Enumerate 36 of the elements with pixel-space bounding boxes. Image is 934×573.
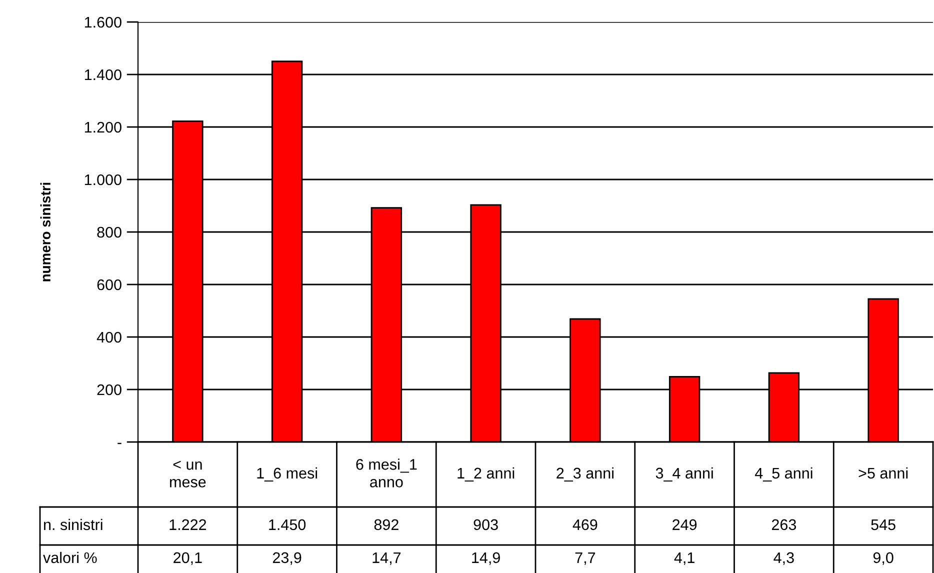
y-tick-label: - [118, 442, 122, 444]
text: 20,1 [174, 552, 202, 565]
text: 14,7 [372, 552, 401, 565]
data-label: 1.450 [269, 519, 306, 530]
x-tick-label: 1_2 anni [458, 467, 514, 482]
text: 23,9 [272, 552, 302, 565]
x-tick-label: < un mese [170, 460, 206, 488]
y-tick-label: 1.600 [84, 16, 122, 28]
y-tick-label: 200 [97, 384, 122, 396]
text: 4,3 [774, 552, 794, 565]
y-tick-label: 400 [96, 332, 122, 343]
text: 7,7 [575, 552, 596, 565]
x-tick-label: 6 mesi_1 anno [356, 458, 417, 488]
data-label: 249 [672, 519, 697, 530]
x-tick-label: 2_3 anni [556, 467, 614, 482]
y-tick-label: 1.400 [84, 69, 122, 80]
data-label: 545 [871, 519, 896, 530]
data-label: 892 [374, 519, 398, 530]
x-tick-label: 4_5 anni [754, 467, 812, 482]
y-tick-label: 800 [97, 226, 122, 238]
text: 4,1 [674, 552, 694, 565]
text: 9,0 [873, 552, 894, 565]
text: 14,9 [472, 552, 500, 565]
data-label: 903 [474, 519, 498, 530]
y-tick-label: 1.000 [84, 174, 122, 186]
data-label: 469 [572, 519, 598, 530]
text: valori % [43, 552, 97, 564]
x-tick-label: 3_4 anni [656, 467, 713, 482]
data-label: 1.222 [170, 519, 206, 530]
data-label: 263 [772, 519, 796, 530]
y-tick-label: 600 [97, 279, 122, 290]
x-tick-label: 1_6 mesi [257, 467, 318, 482]
text: n. sinistri [44, 518, 102, 530]
y-axis-title: numero sinistri [40, 182, 50, 282]
y-tick-label: 1.200 [84, 122, 122, 133]
x-tick-label: >5 anni [858, 467, 908, 479]
